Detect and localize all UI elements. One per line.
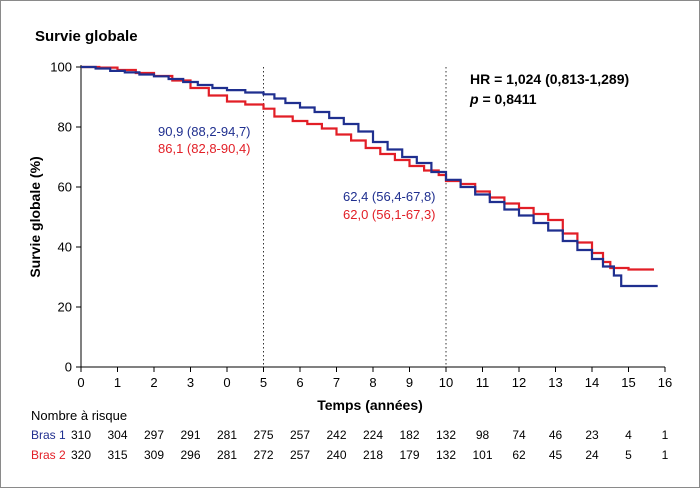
risk-value-1-16: 1: [662, 448, 669, 462]
risk-value-0-14: 23: [585, 428, 599, 442]
risk-value-0-7: 242: [326, 428, 346, 442]
y-tick-label-5: 100: [50, 60, 72, 75]
x-axis-label: Temps (années): [317, 397, 423, 413]
risk-value-1-12: 62: [512, 448, 526, 462]
risk-value-1-6: 257: [290, 448, 310, 462]
risk-row-label-0: Bras 1: [31, 428, 66, 442]
x-tick-label-5: 5: [260, 375, 267, 390]
x-tick-label-3: 3: [187, 375, 194, 390]
risk-value-0-8: 224: [363, 428, 383, 442]
risk-value-1-1: 315: [107, 448, 127, 462]
x-tick-label-9: 9: [406, 375, 413, 390]
annotation-5y-arm2: 86,1 (82,8-90,4): [158, 141, 251, 156]
risk-value-1-7: 240: [326, 448, 346, 462]
risk-value-0-9: 182: [399, 428, 419, 442]
series-line-0: [81, 65, 658, 288]
x-tick-label-14: 14: [585, 375, 599, 390]
x-tick-label-1: 1: [114, 375, 121, 390]
risk-value-0-10: 132: [436, 428, 456, 442]
risk-value-1-15: 5: [625, 448, 632, 462]
risk-row-label-1: Bras 2: [31, 448, 66, 462]
y-tick-label-2: 40: [58, 240, 72, 255]
p-value-text: p = 0,8411: [469, 91, 537, 107]
x-tick-label-0: 0: [77, 375, 84, 390]
x-tick-label-2: 2: [150, 375, 157, 390]
risk-value-1-4: 281: [217, 448, 237, 462]
annotation-5y-arm1: 90,9 (88,2-94,7): [158, 124, 251, 139]
x-tick-label-7: 7: [333, 375, 340, 390]
y-tick-label-4: 80: [58, 120, 72, 135]
x-tick-label-12: 12: [512, 375, 526, 390]
series-line-1: [81, 65, 654, 271]
risk-value-1-8: 218: [363, 448, 383, 462]
x-tick-label-15: 15: [621, 375, 635, 390]
risk-value-1-13: 45: [549, 448, 563, 462]
x-tick-label-8: 8: [369, 375, 376, 390]
risk-value-0-16: 1: [662, 428, 669, 442]
hazard-ratio-text: HR = 1,024 (0,813-1,289): [470, 71, 629, 87]
risk-value-1-11: 101: [472, 448, 492, 462]
x-tick-label-4: 0: [223, 375, 230, 390]
x-tick-label-11: 11: [476, 375, 490, 390]
risk-value-1-3: 296: [180, 448, 200, 462]
risk-value-0-1: 304: [107, 428, 127, 442]
x-tick-label-10: 10: [439, 375, 453, 390]
risk-value-0-5: 275: [253, 428, 273, 442]
risk-value-1-10: 132: [436, 448, 456, 462]
chart-title: Survie globale: [35, 28, 138, 45]
risk-value-0-6: 257: [290, 428, 310, 442]
annotation-10y-arm1: 62,4 (56,4-67,8): [343, 189, 436, 204]
y-tick-label-1: 20: [58, 300, 72, 315]
series-curves: [81, 65, 658, 288]
risk-value-1-9: 179: [399, 448, 419, 462]
risk-value-1-14: 24: [585, 448, 599, 462]
x-tick-label-13: 13: [548, 375, 562, 390]
risk-value-1-0: 320: [71, 448, 91, 462]
risk-value-1-5: 272: [253, 448, 273, 462]
risk-value-0-12: 74: [512, 428, 526, 442]
risk-value-0-15: 4: [625, 428, 632, 442]
y-tick-label-3: 60: [58, 180, 72, 195]
risk-value-0-2: 297: [144, 428, 164, 442]
y-tick-label-0: 0: [65, 360, 72, 375]
p-value: = 0,8411: [479, 91, 537, 107]
risk-value-0-4: 281: [217, 428, 237, 442]
risk-value-1-2: 309: [144, 448, 164, 462]
risk-value-0-3: 291: [180, 428, 200, 442]
risk-value-0-13: 46: [549, 428, 563, 442]
risk-value-0-0: 310: [71, 428, 91, 442]
x-tick-label-6: 6: [296, 375, 303, 390]
x-tick-label-16: 16: [658, 375, 672, 390]
risk-value-0-11: 98: [476, 428, 490, 442]
y-axis-label: Survie globale (%): [27, 156, 43, 277]
risk-table-title: Nombre à risque: [31, 408, 127, 423]
p-label: p: [469, 91, 479, 107]
risk-table: Bras 1 310 304 297 291 281 275 257 242 224 182 132 9…: [31, 428, 669, 462]
annotation-10y-arm2: 62,0 (56,1-67,3): [343, 207, 436, 222]
